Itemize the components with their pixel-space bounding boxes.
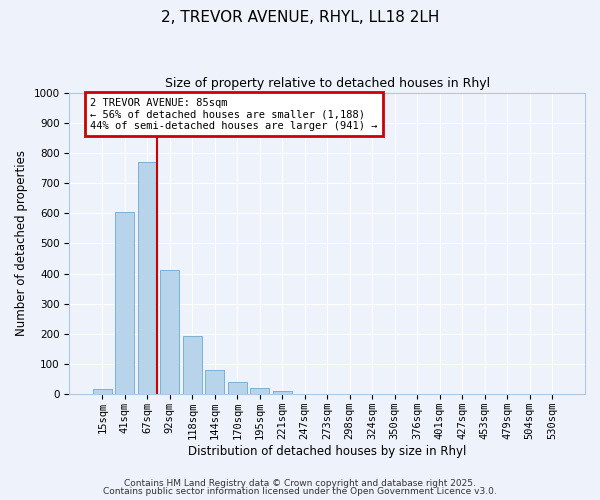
Text: Contains HM Land Registry data © Crown copyright and database right 2025.: Contains HM Land Registry data © Crown c…: [124, 478, 476, 488]
Y-axis label: Number of detached properties: Number of detached properties: [15, 150, 28, 336]
Bar: [250, 388, 269, 394]
Bar: [138, 162, 157, 394]
Text: Contains public sector information licensed under the Open Government Licence v3: Contains public sector information licen…: [103, 487, 497, 496]
Text: 2, TREVOR AVENUE, RHYL, LL18 2LH: 2, TREVOR AVENUE, RHYL, LL18 2LH: [161, 10, 439, 25]
Bar: [228, 382, 247, 394]
Text: 2 TREVOR AVENUE: 85sqm
← 56% of detached houses are smaller (1,188)
44% of semi-: 2 TREVOR AVENUE: 85sqm ← 56% of detached…: [90, 98, 377, 131]
Bar: [160, 270, 179, 394]
Bar: [115, 212, 134, 394]
Bar: [272, 391, 292, 394]
Bar: [183, 336, 202, 394]
X-axis label: Distribution of detached houses by size in Rhyl: Distribution of detached houses by size …: [188, 444, 466, 458]
Title: Size of property relative to detached houses in Rhyl: Size of property relative to detached ho…: [164, 78, 490, 90]
Bar: [205, 370, 224, 394]
Bar: [93, 390, 112, 394]
